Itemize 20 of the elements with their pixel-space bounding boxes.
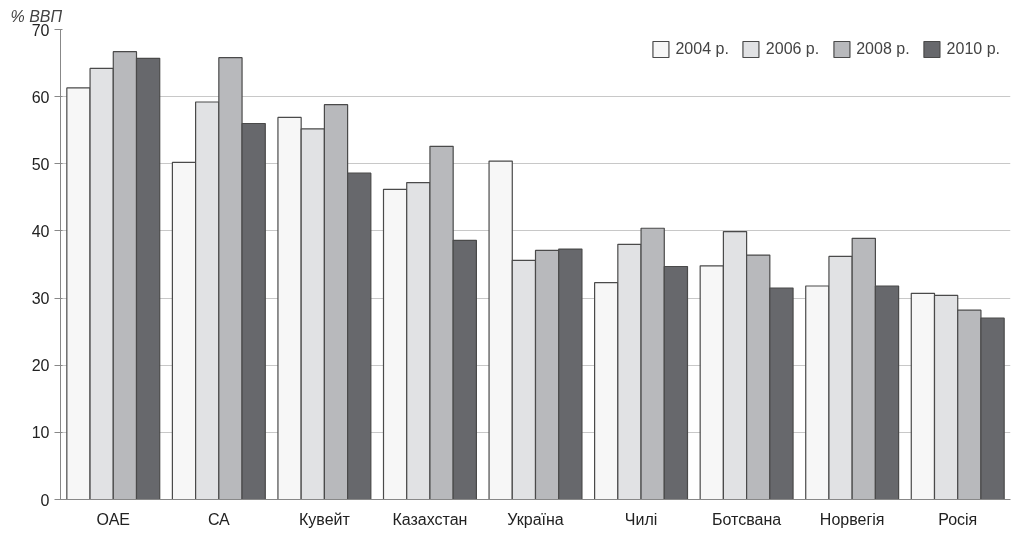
- x-tick-label: Росія: [938, 510, 978, 528]
- y-tick-label: 40: [31, 222, 50, 240]
- y-tick-label: 50: [31, 155, 50, 173]
- x-tick-label: Ботсвана: [712, 510, 782, 528]
- y-tick-label: 10: [31, 424, 50, 442]
- legend-label: 2004 р.: [675, 40, 729, 58]
- y-tick-label: 20: [31, 357, 50, 375]
- x-tick-label: ОАЕ: [96, 510, 130, 528]
- legend-label: 2008 р.: [856, 40, 910, 58]
- x-tick-label: Чилі: [624, 510, 658, 528]
- x-tick-label: Казахстан: [392, 510, 468, 528]
- legend-label: 2006 р.: [765, 40, 820, 58]
- y-tick-label: 60: [31, 88, 50, 106]
- y-tick-label: 30: [31, 290, 50, 308]
- y-tick-label: 0: [40, 491, 50, 509]
- legend-label: 2010 р.: [946, 40, 1000, 58]
- x-tick-label: Кувейт: [298, 510, 351, 528]
- x-tick-label: Норвегія: [819, 510, 885, 528]
- x-tick-label: Україна: [507, 510, 564, 528]
- x-tick-label: СА: [207, 510, 231, 528]
